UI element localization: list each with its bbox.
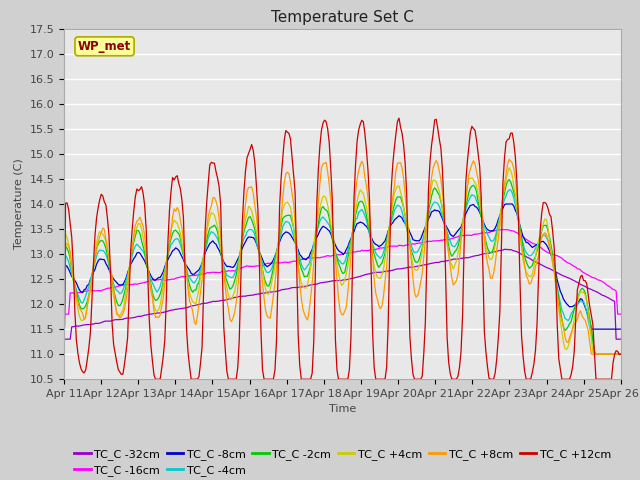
TC_C -32cm <box>588 287 595 292</box>
TC_C -4cm <box>129 252 136 258</box>
TC_C -8cm <box>502 201 510 207</box>
TC_C +4cm <box>254 240 262 246</box>
TC_C -16cm <box>617 311 625 317</box>
TC_C +12cm <box>60 376 68 382</box>
Legend: TC_C -32cm, TC_C -16cm, TC_C -8cm, TC_C -4cm, TC_C -2cm, TC_C +4cm, TC_C +8cm, T: TC_C -32cm, TC_C -16cm, TC_C -8cm, TC_C … <box>70 444 615 480</box>
TC_C +12cm <box>303 376 311 382</box>
TC_C +12cm <box>617 351 625 357</box>
TC_C -4cm <box>506 187 513 192</box>
Line: TC_C +12cm: TC_C +12cm <box>64 118 621 379</box>
TC_C -16cm <box>254 263 262 269</box>
TC_C -4cm <box>617 351 625 357</box>
TC_C -2cm <box>506 177 513 182</box>
TC_C -32cm <box>303 283 311 289</box>
Line: TC_C -8cm: TC_C -8cm <box>64 204 621 329</box>
TC_C -2cm <box>588 324 595 330</box>
TC_C -32cm <box>244 293 252 299</box>
TC_C -16cm <box>499 227 507 232</box>
TC_C -2cm <box>60 351 68 357</box>
TC_C -32cm <box>617 336 625 342</box>
Y-axis label: Temperature (C): Temperature (C) <box>14 158 24 250</box>
TC_C -8cm <box>588 326 595 332</box>
TC_C +4cm <box>129 243 136 249</box>
TC_C +12cm <box>588 312 595 318</box>
TC_C -16cm <box>60 311 68 317</box>
Line: TC_C +8cm: TC_C +8cm <box>64 159 621 354</box>
TC_C +12cm <box>129 226 136 231</box>
TC_C -16cm <box>588 274 595 280</box>
TC_C +4cm <box>60 351 68 357</box>
TC_C -2cm <box>303 274 311 279</box>
TC_C +8cm <box>254 228 262 234</box>
Line: TC_C -32cm: TC_C -32cm <box>64 249 621 339</box>
TC_C -2cm <box>244 215 252 220</box>
TC_C +4cm <box>588 335 595 341</box>
TC_C -32cm <box>60 336 68 342</box>
TC_C -16cm <box>129 282 136 288</box>
TC_C +12cm <box>244 151 252 156</box>
TC_C -8cm <box>244 234 252 240</box>
Line: TC_C -16cm: TC_C -16cm <box>64 229 621 314</box>
TC_C -4cm <box>244 227 252 233</box>
TC_C -2cm <box>617 351 625 357</box>
TC_C +12cm <box>226 376 234 382</box>
TC_C -32cm <box>254 291 262 297</box>
TC_C -4cm <box>60 351 68 357</box>
TC_C -4cm <box>303 263 311 269</box>
TC_C -16cm <box>244 264 252 269</box>
TC_C -8cm <box>226 264 234 270</box>
TC_C -4cm <box>254 245 262 251</box>
TC_C +8cm <box>588 351 595 357</box>
TC_C -2cm <box>226 286 234 292</box>
Line: TC_C -4cm: TC_C -4cm <box>64 190 621 354</box>
Text: WP_met: WP_met <box>78 40 131 53</box>
TC_C +4cm <box>506 165 513 170</box>
TC_C -16cm <box>303 255 311 261</box>
TC_C -8cm <box>617 326 625 332</box>
Title: Temperature Set C: Temperature Set C <box>271 10 414 25</box>
Line: TC_C -2cm: TC_C -2cm <box>64 180 621 354</box>
TC_C +8cm <box>617 351 625 357</box>
TC_C -8cm <box>254 245 262 251</box>
TC_C -8cm <box>129 259 136 264</box>
TC_C +8cm <box>303 317 311 323</box>
TC_C +8cm <box>244 185 252 191</box>
TC_C -32cm <box>500 246 508 252</box>
TC_C -2cm <box>129 247 136 253</box>
TC_C +4cm <box>303 281 311 287</box>
TC_C +4cm <box>244 204 252 209</box>
TC_C +8cm <box>506 156 513 162</box>
TC_C -16cm <box>226 268 234 274</box>
TC_C -8cm <box>60 326 68 332</box>
X-axis label: Time: Time <box>329 405 356 414</box>
Line: TC_C +4cm: TC_C +4cm <box>64 168 621 354</box>
TC_C +12cm <box>395 115 403 121</box>
TC_C -32cm <box>226 296 234 301</box>
TC_C -8cm <box>303 255 311 261</box>
TC_C -4cm <box>588 332 595 337</box>
TC_C -4cm <box>226 274 234 280</box>
TC_C +8cm <box>226 316 234 322</box>
TC_C +8cm <box>60 351 68 357</box>
TC_C +4cm <box>617 351 625 357</box>
TC_C -32cm <box>129 315 136 321</box>
TC_C +4cm <box>226 296 234 302</box>
TC_C +8cm <box>129 244 136 250</box>
TC_C +12cm <box>254 206 262 212</box>
TC_C -2cm <box>254 242 262 248</box>
